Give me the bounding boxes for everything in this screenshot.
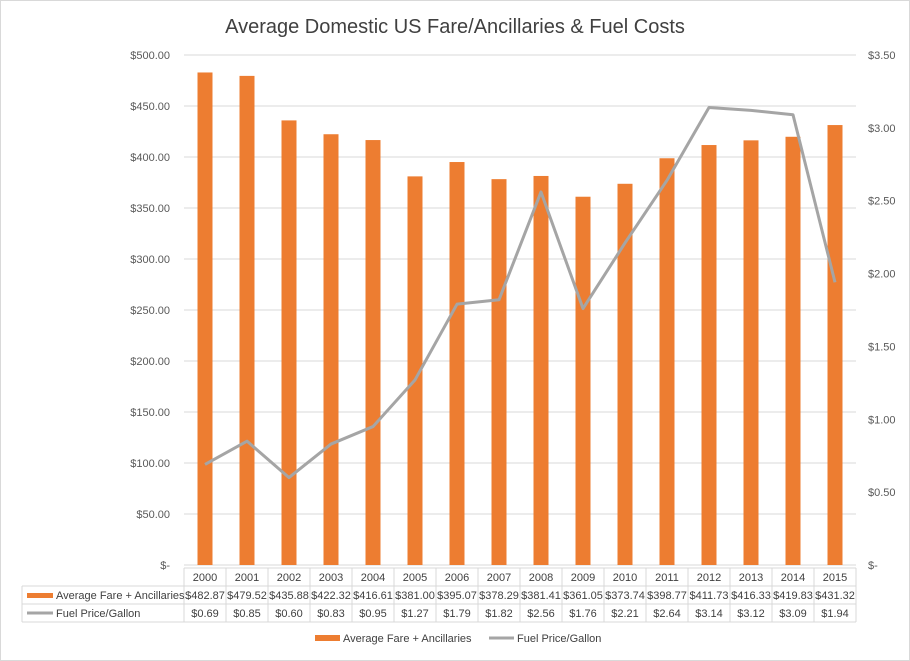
right-axis-tick-label: $2.50 [868,196,896,208]
fare-value-cell: $435.88 [269,590,309,602]
left-axis-tick-label: $300.00 [130,254,170,266]
fare-value-cell: $431.32 [815,590,855,602]
fare-value-cell: $378.29 [479,590,519,602]
category-label: 2011 [655,572,679,584]
left-axis-tick-label: $200.00 [130,356,170,368]
category-label: 2002 [277,572,301,584]
bar [617,183,633,565]
table-series-name: Average Fare + Ancillaries [56,590,185,602]
fare-value-cell: $479.52 [227,590,267,602]
fare-value-cell: $416.61 [353,590,393,602]
category-label: 2001 [235,572,259,584]
category-label: 2014 [781,572,805,584]
fare-value-cell: $361.05 [563,590,603,602]
right-axis-tick-label: $- [868,560,878,572]
right-axis-tick-label: $1.50 [868,341,896,353]
fuel-value-cell: $0.60 [275,608,303,620]
bar [785,136,801,565]
left-axis-tick-label: $350.00 [130,203,170,215]
bar [365,140,381,565]
fuel-value-cell: $1.94 [821,608,849,620]
fare-value-cell: $373.74 [605,590,645,602]
legend-key-fare [315,635,340,641]
fuel-value-cell: $2.64 [653,608,681,620]
fuel-value-cell: $3.09 [779,608,807,620]
bar [743,140,759,566]
fare-value-cell: $419.83 [773,590,813,602]
fuel-value-cell: $1.27 [401,608,429,620]
left-axis-tick-label: $500.00 [130,50,170,62]
bar [197,72,213,566]
fuel-value-cell: $1.76 [569,608,597,620]
category-label: 2012 [697,572,721,584]
bar [323,134,339,566]
left-axis-tick-label: $- [160,560,170,572]
category-label: 2003 [319,572,343,584]
bar [533,175,549,566]
right-axis-tick-label: $3.00 [868,123,896,135]
legend-label: Fuel Price/Gallon [517,633,601,645]
left-axis-tick-label: $150.00 [130,407,170,419]
left-axis-tick-label: $100.00 [130,458,170,470]
fuel-value-cell: $0.85 [233,608,261,620]
chart-title: Average Domestic US Fare/Ancillaries & F… [225,16,685,38]
table-legend-key-fare [27,593,53,598]
fare-value-cell: $381.41 [521,590,561,602]
right-axis-tick-label: $2.00 [868,269,896,281]
bar [281,120,297,565]
bar [827,125,843,566]
left-axis-tick-label: $250.00 [130,305,170,317]
legend-label: Average Fare + Ancillaries [343,633,472,645]
fuel-value-cell: $3.12 [737,608,765,620]
bar [239,75,255,566]
fuel-value-cell: $1.79 [443,608,471,620]
fuel-value-cell: $2.56 [527,608,555,620]
category-label: 2007 [487,572,511,584]
fuel-value-cell: $1.82 [485,608,513,620]
bar [659,158,675,566]
bar [491,179,507,565]
fuel-value-cell: $2.21 [611,608,639,620]
right-axis-tick-label: $1.00 [868,414,896,426]
fuel-price-line [204,105,837,480]
category-label: 2009 [571,572,595,584]
fare-value-cell: $411.73 [690,590,729,602]
bar [575,196,591,565]
category-label: 2008 [529,572,553,584]
left-axis-tick-label: $400.00 [130,152,170,164]
fuel-value-cell: $0.69 [191,608,219,620]
bar [407,176,423,565]
fare-value-cell: $398.77 [647,590,687,602]
table-series-name: Fuel Price/Gallon [56,608,140,620]
category-label: 2000 [193,572,217,584]
category-label: 2015 [823,572,847,584]
right-axis-tick-label: $3.50 [868,50,896,62]
category-label: 2004 [361,572,385,584]
category-label: 2005 [403,572,427,584]
fuel-value-cell: $0.83 [317,608,345,620]
fuel-value-cell: $0.95 [359,608,387,620]
category-label: 2013 [739,572,763,584]
category-label: 2010 [613,572,637,584]
bar [449,162,465,565]
fare-value-cell: $482.87 [185,590,225,602]
fare-value-cell: $395.07 [437,590,477,602]
bar [701,145,717,565]
right-axis-tick-label: $0.50 [868,487,896,499]
fare-value-cell: $422.32 [311,590,351,602]
left-axis-tick-label: $450.00 [130,101,170,113]
fare-value-cell: $416.33 [731,590,771,602]
left-axis-tick-label: $50.00 [136,509,170,521]
fare-value-cell: $381.00 [395,590,435,602]
fuel-value-cell: $3.14 [695,608,723,620]
category-label: 2006 [445,572,469,584]
